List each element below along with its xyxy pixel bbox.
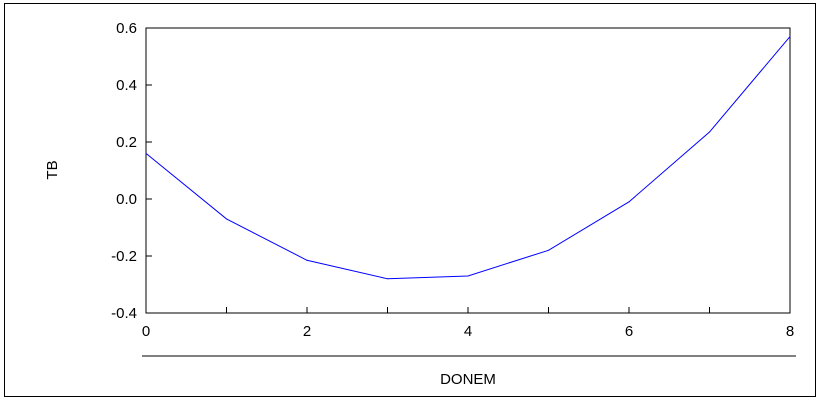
data-point [387,278,388,280]
chart-frame [4,3,816,397]
y-axis-label: TB [44,160,61,179]
plot-area [145,27,791,314]
x-tick-label: 2 [303,323,311,340]
x-tick-label: 6 [625,323,633,340]
series-layer [145,36,791,280]
data-point [628,201,630,203]
y-axis: -0.4 -0.2 0.0 0.2 0.4 0.6 [111,20,152,322]
x-tick-label: 0 [142,323,150,340]
data-point [709,131,710,133]
data-point [789,36,791,38]
x-tick-label: 8 [786,323,794,340]
y-tick-label: 0.6 [116,20,137,37]
data-point [548,249,549,251]
x-axis: 0 2 4 6 8 [142,307,794,340]
data-point [145,152,147,154]
series-line [145,36,791,280]
y-tick-label: 0.2 [116,134,137,151]
y-tick-label: 0.4 [116,77,137,94]
y-tick-label: -0.2 [111,248,137,265]
x-axis-label: DONEM [440,371,496,388]
y-tick-label: 0.0 [116,191,137,208]
data-point [226,218,227,220]
y-tick-label: -0.4 [111,305,137,322]
x-tick-label: 4 [464,323,472,340]
data-point [467,275,469,277]
data-point [306,259,308,261]
